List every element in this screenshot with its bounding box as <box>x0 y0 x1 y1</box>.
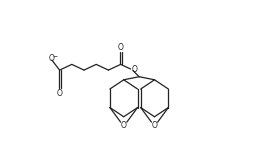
Text: O: O <box>48 54 54 63</box>
Text: O: O <box>121 122 127 130</box>
Text: O: O <box>57 89 62 98</box>
Text: O: O <box>132 64 137 73</box>
Text: O: O <box>152 122 158 130</box>
Text: −: − <box>52 53 58 58</box>
Text: O: O <box>118 43 124 52</box>
